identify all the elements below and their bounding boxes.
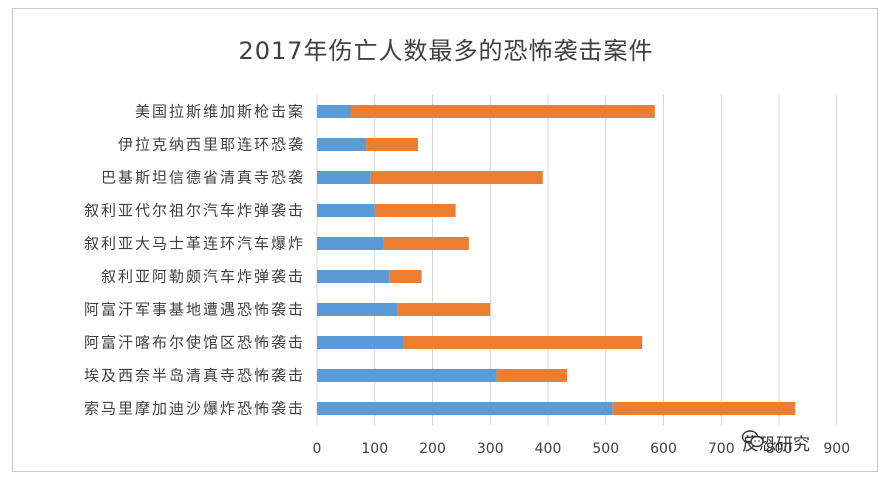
- category-label: 阿富汗军事基地遭遇恐怖袭击: [84, 301, 305, 319]
- bar-injuries: [612, 402, 796, 415]
- x-tick-label: 100: [361, 441, 388, 457]
- wechat-icon: [742, 430, 764, 448]
- bar-injuries: [383, 237, 469, 250]
- category-label: 埃及西奈半岛清真寺恐怖袭击: [84, 367, 305, 385]
- chart-frame: 2017年伤亡人数最多的恐怖袭击案件 0 100 200 300 400 500 600 70…: [12, 8, 878, 472]
- bar-deaths: [317, 237, 384, 250]
- x-tick-label: 900: [823, 441, 850, 457]
- x-tick-label: 400: [535, 441, 562, 457]
- category-label: 叙利亚大马士革连环汽车爆炸: [84, 235, 305, 253]
- bar-injuries: [389, 270, 422, 283]
- bar-deaths: [317, 303, 398, 316]
- category-label: 巴基斯坦信德省清真寺恐袭: [101, 169, 305, 187]
- bar-injuries: [496, 369, 568, 382]
- bar-injuries: [370, 171, 543, 184]
- bar-deaths: [317, 171, 371, 184]
- category-label: 叙利亚阿勒颇汽车炸弹袭击: [101, 268, 305, 286]
- bar-deaths: [317, 105, 351, 118]
- bar-deaths: [317, 336, 404, 349]
- category-label: 叙利亚代尔祖尔汽车炸弹袭击: [84, 202, 305, 220]
- x-tick-label: 0: [313, 441, 322, 457]
- bar-deaths: [317, 138, 367, 151]
- x-tick-label: 700: [708, 441, 735, 457]
- bar-injuries: [366, 138, 419, 151]
- watermark: 反恐研究: [742, 430, 810, 455]
- bar-injuries: [350, 105, 655, 118]
- bar-deaths: [317, 369, 497, 382]
- x-tick-label: 300: [477, 441, 504, 457]
- chart-title: 2017年伤亡人数最多的恐怖袭击案件: [238, 37, 654, 65]
- x-tick-label: 600: [650, 441, 677, 457]
- x-tick-label: 500: [592, 441, 619, 457]
- bar-injuries: [397, 303, 491, 316]
- category-label: 伊拉克纳西里耶连环恐袭: [118, 136, 305, 154]
- bar-deaths: [317, 204, 375, 217]
- x-tick-label: 200: [419, 441, 446, 457]
- category-label: 索马里摩加迪沙爆炸恐怖袭击: [84, 400, 305, 418]
- bar-deaths: [317, 270, 390, 283]
- bar-deaths: [317, 402, 613, 415]
- category-label: 美国拉斯维加斯枪击案: [135, 103, 305, 121]
- x-tick-label: 800: [766, 441, 793, 457]
- category-label: 阿富汗喀布尔使馆区恐怖袭击: [84, 334, 305, 352]
- bar-injuries: [374, 204, 456, 217]
- chart-canvas: 0 100 200 300 400 500 600 700 800 900 美国拉斯维加斯枪击案伊拉…: [84, 95, 850, 457]
- bar-injuries: [403, 336, 643, 349]
